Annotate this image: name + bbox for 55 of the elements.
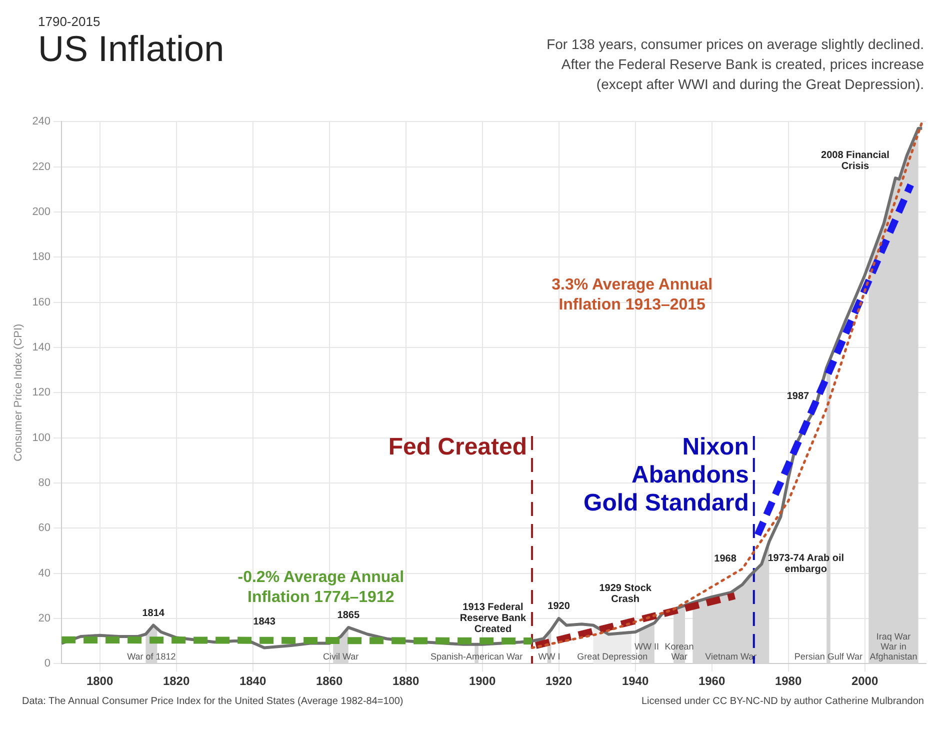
ref-line-label: Fed Created [388, 434, 528, 461]
y-tick-label: 0 [44, 658, 51, 670]
x-tick-label: 1960 [698, 674, 726, 688]
x-tick-label: 1880 [392, 674, 420, 688]
y-tick-label: 100 [32, 432, 51, 444]
y-tick-label: 160 [32, 296, 51, 308]
annotation: 1865 [337, 610, 360, 622]
text: Licensed under CC BY-NC-ND by author Catherine Mulbrandon [641, 696, 924, 707]
text: For 138 years, consumer prices on average slightly declined. After the Federal Reserve Bank is created, prices increase (except after WWI and during the Great Depression). [546, 35, 924, 94]
x-tick-label: 1900 [468, 674, 496, 688]
x-tick-label: 1840 [239, 674, 266, 688]
band-label: Korean War [664, 642, 694, 662]
y-tick-label: 40 [38, 567, 51, 580]
annotation: 1913 Federal Reserve Bank Created [460, 602, 526, 635]
x-tick-label: 1860 [316, 674, 343, 688]
band-label: Civil War [322, 652, 359, 662]
band-label: Persian Gulf War [794, 652, 863, 662]
band-label: Great Depression [577, 652, 648, 662]
chart-subtitle: 1790-2015 [38, 14, 102, 29]
y-tick-label: 180 [32, 251, 51, 264]
chart-title: US Inflation [38, 28, 224, 69]
x-tick-label: 1980 [774, 674, 802, 688]
y-tick-label: 20 [38, 612, 51, 624]
y-tick-label: 60 [38, 522, 51, 534]
line-series [530, 122, 924, 650]
x-tick-label: 2000 [851, 674, 878, 688]
band-label: WW I [538, 652, 560, 662]
band-label: War of 1812 [127, 652, 176, 662]
x-tick-label: 1940 [622, 674, 649, 688]
ref-line-label: Nixon Abandons Gold Standard [584, 434, 749, 517]
annotation: 1973-74 Arab oil embargo [768, 552, 844, 575]
annotation: -0.2% Average Annual Inflation 1774–1912 [238, 569, 404, 606]
band-label: Spanish-American War [430, 652, 523, 662]
x-tick-label: 1920 [545, 674, 572, 688]
x-tick-label: 1820 [162, 674, 190, 688]
y-tick-label: 240 [32, 116, 51, 128]
annotation: 1929 Stock Crash [599, 582, 652, 605]
annotation: 1920 [548, 601, 570, 612]
y-tick-label: 120 [32, 386, 51, 399]
y-tick-label: 140 [32, 341, 51, 354]
y-tick-label: 200 [32, 206, 51, 218]
y-tick-label: 220 [32, 160, 51, 173]
annotation: 1987 [786, 391, 810, 402]
annotation: 3.3% Average Annual Inflation 1913–2015 [552, 276, 713, 314]
annotation: 1814 [142, 608, 165, 619]
annotation: 2008 Financial Crisis [821, 150, 890, 172]
annotation: 1843 [253, 616, 276, 628]
x-tick-label: 1800 [86, 674, 114, 688]
band-label: Vietnam War [705, 652, 757, 662]
text: Data: The Annual Consumer Price Index for the United States (Average 1982-84=100) [22, 696, 404, 707]
y-tick-label: 80 [38, 476, 51, 489]
annotation: 1968 [714, 553, 737, 564]
band-label: Iraq War War in Afghanistan [870, 632, 918, 662]
band-label: WW II [634, 642, 660, 652]
y-axis-title: Consumer Price Index (CPI) [12, 324, 25, 462]
